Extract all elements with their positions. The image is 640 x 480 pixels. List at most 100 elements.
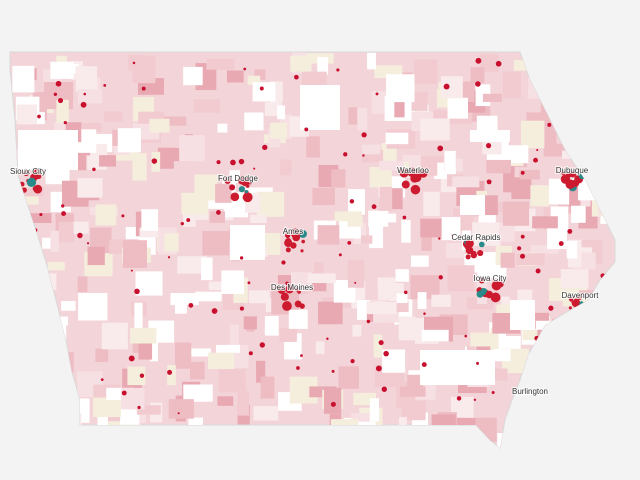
precinct (441, 216, 461, 241)
precinct (195, 291, 222, 302)
town-blob (229, 184, 236, 191)
precinct (47, 262, 65, 271)
town-blob (259, 342, 265, 348)
town-blob (548, 305, 554, 311)
urban-blob (465, 239, 474, 248)
town-blob (128, 355, 135, 362)
town-blob (100, 378, 104, 382)
precinct (264, 315, 279, 336)
precinct (348, 189, 365, 215)
town-blob (438, 275, 443, 280)
urban-blob (399, 168, 409, 178)
precinct (543, 143, 567, 157)
precinct (183, 66, 203, 86)
city-label: Waterloo (397, 166, 429, 175)
precinct (130, 327, 157, 344)
town-blob (421, 362, 427, 368)
urban-blob (285, 247, 291, 253)
town-blob (63, 121, 67, 125)
town-blob (378, 340, 384, 346)
town-blob (361, 132, 367, 138)
urban-blob (571, 298, 581, 308)
precinct (503, 166, 515, 193)
town-blob (167, 256, 171, 259)
precinct (401, 220, 411, 243)
precinct (58, 316, 69, 326)
precinct (167, 365, 176, 386)
urban-blob (490, 292, 501, 303)
precinct (270, 122, 287, 139)
precinct (136, 405, 161, 415)
precinct (423, 191, 440, 217)
precinct (216, 344, 240, 353)
precinct (127, 366, 146, 386)
precinct (395, 269, 409, 282)
precinct (201, 257, 213, 281)
town-blob (375, 365, 382, 372)
precinct (87, 246, 105, 266)
urban-blob (407, 167, 417, 177)
precinct (470, 332, 496, 347)
precinct (101, 322, 128, 350)
urban-blob (277, 286, 286, 294)
precinct (361, 144, 381, 155)
town-blob (567, 228, 573, 234)
precinct (72, 221, 89, 234)
precinct (347, 215, 363, 227)
town-blob (304, 127, 309, 132)
precinct (396, 293, 408, 304)
town-blob (230, 159, 236, 166)
precinct (280, 159, 292, 176)
urban-blob (497, 280, 504, 288)
urban-blob (230, 192, 240, 202)
precinct (366, 301, 397, 315)
town-blob (151, 158, 158, 164)
town-blob (39, 212, 43, 217)
urban-blob (301, 239, 306, 244)
precinct (183, 210, 209, 220)
urban-blob (244, 189, 249, 194)
precinct (348, 107, 358, 125)
town-blob (80, 101, 87, 108)
town-blob (281, 260, 286, 265)
urban-blob (476, 290, 484, 298)
precinct (347, 259, 365, 288)
town-blob (331, 369, 335, 373)
precinct (459, 81, 475, 103)
urban-blob (567, 182, 574, 188)
precinct (209, 211, 225, 223)
town-blob (259, 86, 264, 91)
town-blob (362, 154, 365, 157)
town-blob (239, 306, 244, 311)
town-blob (533, 157, 538, 163)
town-blob (366, 319, 371, 324)
town-blob (347, 240, 352, 245)
precinct (317, 225, 340, 245)
town-blob (137, 405, 141, 410)
town-blob (473, 398, 477, 402)
precinct (99, 155, 117, 167)
town-blob (383, 350, 389, 357)
precinct (410, 255, 429, 267)
precinct (361, 235, 373, 244)
town-blob (296, 366, 300, 370)
town-blob (381, 386, 388, 392)
precinct (520, 120, 545, 149)
precinct (50, 61, 74, 79)
precinct (385, 301, 409, 313)
precinct (141, 209, 159, 231)
precinct (95, 204, 117, 226)
precinct (288, 309, 308, 329)
precinct (338, 366, 360, 389)
town-blob (486, 179, 492, 185)
city-label: Sioux City (10, 167, 46, 176)
precinct (208, 281, 234, 291)
precinct (519, 169, 540, 180)
town-blob (121, 390, 127, 396)
precinct (77, 276, 88, 292)
precinct (189, 361, 205, 380)
precinct (244, 112, 264, 131)
city-label: Iowa City (474, 274, 507, 283)
precinct (470, 130, 510, 142)
